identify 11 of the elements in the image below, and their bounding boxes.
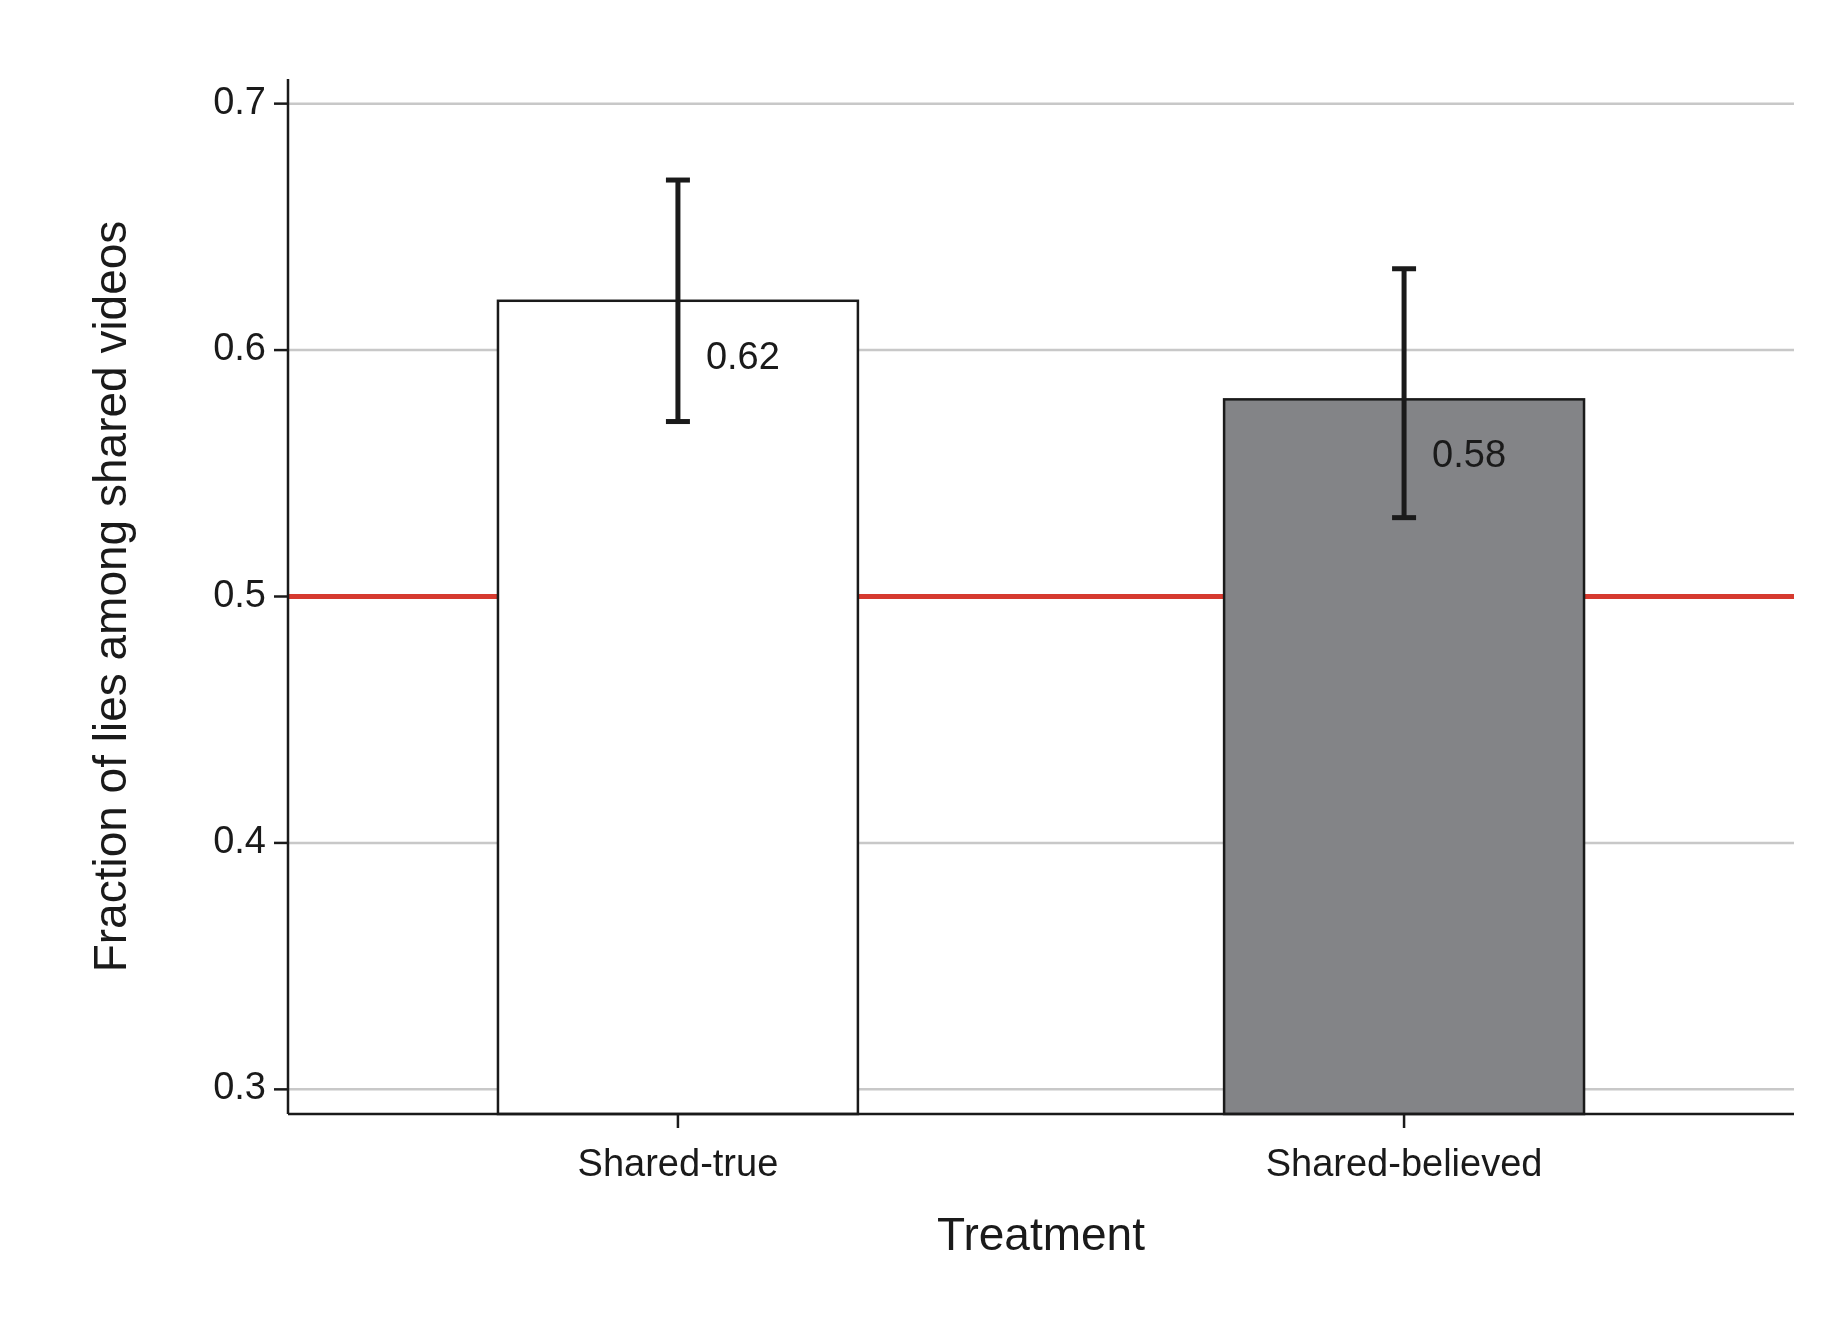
y-tick-label: 0.5 (213, 572, 266, 615)
y-tick-label: 0.4 (213, 818, 266, 861)
y-axis-title: Fraction of lies among shared videos (84, 220, 136, 973)
y-tick-label: 0.7 (213, 79, 266, 122)
data-label: 0.62 (705, 334, 780, 377)
x-tick-label: Shared-believed (1265, 1142, 1543, 1184)
y-tick-label: 0.3 (213, 1065, 266, 1108)
x-tick-label: Shared-true (577, 1142, 779, 1184)
data-label: 0.58 (1432, 433, 1507, 476)
y-tick-label: 0.6 (213, 326, 266, 369)
x-axis-title: Treatment (937, 1208, 1146, 1260)
